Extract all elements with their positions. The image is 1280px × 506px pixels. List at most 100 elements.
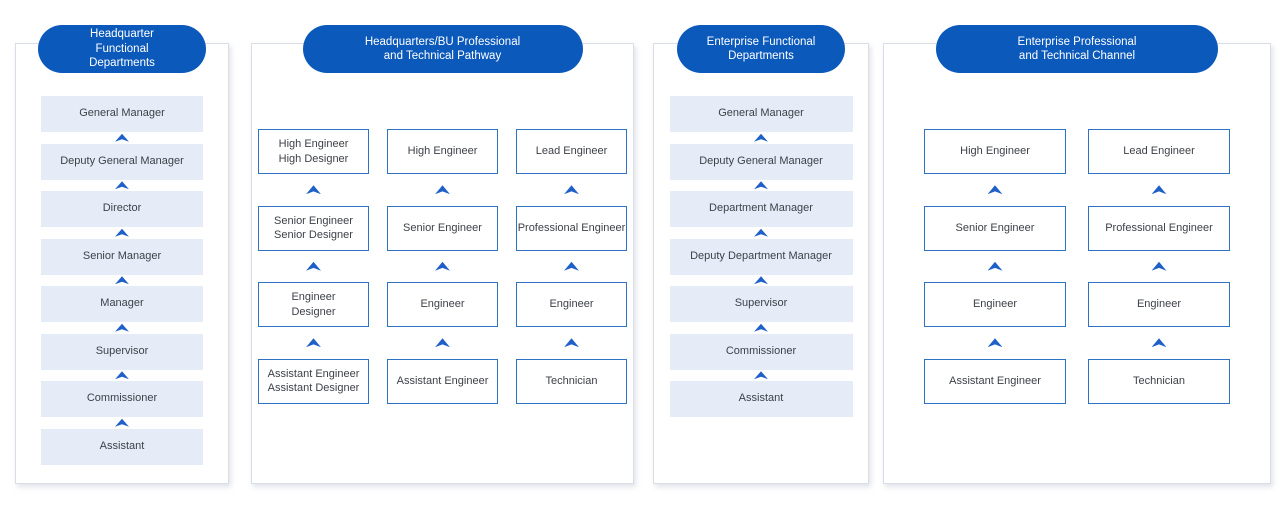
level-label: Commissioner (725, 344, 797, 357)
arrow-slot (754, 180, 768, 192)
up-arrow-icon (754, 181, 768, 190)
arrow-slot (564, 327, 579, 359)
level-label: Assistant (738, 392, 784, 405)
level-box: High Engineer (924, 129, 1066, 174)
level-label: General Manager (79, 107, 165, 120)
up-arrow-icon (115, 228, 129, 237)
up-arrow-icon (754, 323, 768, 332)
arrow-slot (115, 227, 129, 239)
column-header-label: Enterprise Functional Departments (706, 35, 816, 62)
enterprise-professional-tracks: High Engineer Senior Engineer Engineer A… (884, 129, 1270, 404)
level-box: Commissioner (669, 333, 853, 370)
up-arrow-icon (115, 276, 129, 285)
up-arrow-icon (435, 338, 450, 348)
level-label: Technician (545, 374, 598, 387)
up-arrow-icon (754, 133, 768, 142)
arrow-slot (435, 174, 450, 206)
arrow-slot (987, 251, 1003, 283)
arrow-slot (435, 251, 450, 283)
arrow-slot (564, 174, 579, 206)
level-box: Engineer (516, 282, 627, 327)
level-label: Lead Engineer (535, 145, 608, 158)
up-arrow-icon (754, 228, 768, 237)
level-label: Department Manager (709, 202, 813, 215)
up-arrow-icon (987, 261, 1003, 271)
enterprise-professional-header-pill: Enterprise Professional and Technical Ch… (936, 25, 1218, 73)
level-box: Director (41, 191, 203, 227)
column-header-label: Headquarter Functional Departments (89, 28, 155, 70)
level-label: Technician (1133, 374, 1185, 387)
level-box: Senior Engineer (387, 205, 498, 251)
level-label: High Engineer High Designer (278, 138, 349, 165)
up-arrow-icon (1151, 185, 1167, 195)
level-box: Technician (1088, 358, 1230, 404)
arrow-slot (987, 327, 1003, 359)
up-arrow-icon (306, 261, 321, 271)
level-label: Senior Engineer Senior Designer (274, 214, 353, 241)
arrow-slot (987, 174, 1003, 206)
arrow-slot (115, 370, 129, 382)
level-label: Director (102, 202, 142, 215)
level-box: Assistant Engineer (924, 358, 1066, 404)
level-label: High Engineer (960, 145, 1030, 158)
arrow-slot (306, 174, 321, 206)
level-label: Supervisor (734, 297, 788, 310)
track-lead-engineer: Lead Engineer Professional Engineer Engi… (1088, 129, 1230, 404)
arrow-slot (306, 251, 321, 283)
level-box: High Engineer (387, 129, 498, 174)
arrow-slot (435, 327, 450, 359)
level-label: Assistant Engineer Assistant Designer (267, 367, 360, 394)
level-box: Deputy General Manager (41, 143, 203, 180)
level-label: Senior Engineer (403, 221, 482, 234)
level-box: Professional Engineer (1088, 205, 1230, 251)
up-arrow-icon (306, 338, 321, 348)
level-label: Deputy General Manager (60, 154, 184, 167)
track-lead-engineer: Lead Engineer Professional Engineer Engi… (516, 129, 627, 404)
level-label: Assistant Engineer (396, 374, 489, 387)
hq-functional-ladder: General Manager Deputy General Manager D… (16, 96, 228, 465)
arrow-slot (115, 180, 129, 192)
level-box: Assistant Engineer (387, 358, 498, 404)
level-box: Assistant Engineer Assistant Designer (258, 358, 369, 404)
level-label: Engineer Designer (291, 291, 336, 318)
up-arrow-icon (1151, 338, 1167, 348)
up-arrow-icon (1151, 261, 1167, 271)
level-box: Senior Manager (41, 238, 203, 275)
arrow-slot (306, 327, 321, 359)
arrow-slot (115, 322, 129, 334)
level-box: Engineer (924, 282, 1066, 327)
level-box: Deputy General Manager (669, 143, 853, 180)
level-label: Professional Engineer (517, 221, 626, 234)
up-arrow-icon (754, 371, 768, 380)
track-engineer: High Engineer Senior Engineer Engineer A… (387, 129, 498, 404)
level-box: Supervisor (41, 333, 203, 370)
arrow-slot (115, 275, 129, 287)
up-arrow-icon (435, 185, 450, 195)
track-engineer-designer: High Engineer High Designer Senior Engin… (258, 129, 369, 404)
level-box: General Manager (41, 96, 203, 132)
level-box: Senior Engineer (924, 205, 1066, 251)
enterprise-functional-ladder: General Manager Deputy General Manager D… (654, 96, 868, 417)
level-label: Senior Engineer (955, 221, 1035, 234)
arrow-slot (564, 251, 579, 283)
level-label: Engineer (972, 298, 1018, 311)
level-label: Deputy General Manager (699, 154, 823, 167)
level-label: Commissioner (86, 392, 158, 405)
up-arrow-icon (987, 338, 1003, 348)
up-arrow-icon (987, 185, 1003, 195)
up-arrow-icon (115, 181, 129, 190)
level-label: Professional Engineer (1105, 221, 1213, 234)
arrow-slot (754, 322, 768, 334)
up-arrow-icon (564, 185, 579, 195)
up-arrow-icon (115, 323, 129, 332)
level-box: High Engineer High Designer (258, 129, 369, 174)
level-label: Engineer (420, 298, 465, 311)
level-box: Engineer Designer (258, 282, 369, 327)
arrow-slot (1151, 327, 1167, 359)
up-arrow-icon (115, 133, 129, 142)
level-box: Commissioner (41, 381, 203, 417)
hq-functional-header-pill: Headquarter Functional Departments (38, 25, 206, 73)
up-arrow-icon (306, 185, 321, 195)
level-label: Assistant Engineer (949, 374, 1041, 387)
